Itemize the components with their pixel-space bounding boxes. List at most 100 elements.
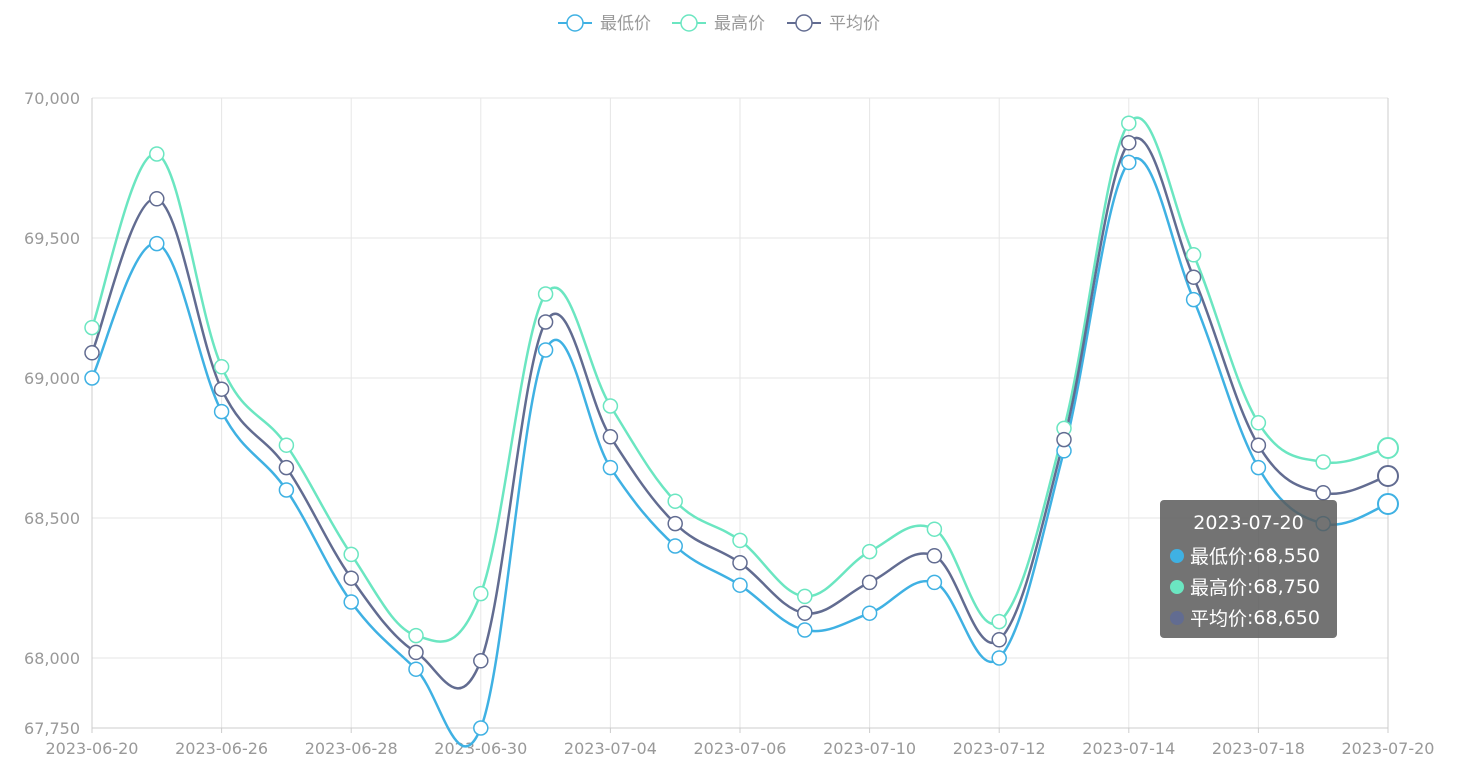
series-2-point bbox=[861, 574, 878, 591]
y-tick-label: 70,000 bbox=[24, 89, 80, 108]
x-tick-label: 2023-06-30 bbox=[434, 739, 527, 758]
tooltip-value-avg: 68,650 bbox=[1253, 606, 1320, 629]
tooltip-dot-low bbox=[1170, 548, 1184, 563]
y-tick-label: 69,500 bbox=[24, 229, 80, 248]
series-1-point bbox=[149, 146, 165, 162]
series-2-point bbox=[1056, 431, 1072, 448]
series-1-point bbox=[1250, 415, 1267, 431]
x-tick-label: 2023-06-20 bbox=[46, 739, 139, 758]
legend-label-1: 最高价 bbox=[714, 14, 765, 34]
tooltip-label-avg: 平均价 bbox=[1190, 608, 1248, 630]
y-tick-label: 69,000 bbox=[24, 369, 80, 388]
series-0-point bbox=[84, 370, 100, 386]
series-1-point bbox=[537, 286, 554, 302]
tooltip-value-high: 68,750 bbox=[1253, 575, 1320, 598]
y-tick-label: 67,750 bbox=[24, 719, 80, 738]
series-0-point bbox=[1185, 291, 1202, 308]
series-1-point bbox=[343, 546, 359, 563]
series-line-0 bbox=[90, 157, 1389, 748]
series-1-point bbox=[1121, 115, 1137, 131]
series-2-point bbox=[732, 555, 748, 571]
x-tick-label: 2023-06-28 bbox=[305, 739, 398, 758]
series-1-point bbox=[84, 319, 100, 336]
series-0-point bbox=[1121, 154, 1137, 171]
x-tick-label: 2023-07-06 bbox=[694, 739, 787, 758]
series-2-point bbox=[84, 345, 100, 361]
series-0-point bbox=[408, 661, 424, 677]
series-0-point bbox=[991, 650, 1007, 666]
legend-label-0: 最低价 bbox=[600, 14, 651, 34]
series-1-point bbox=[602, 398, 619, 414]
series-2-point bbox=[1121, 135, 1137, 151]
series-2-point bbox=[1185, 269, 1202, 285]
tooltip-row-avg: 平均价: 68,650 bbox=[1170, 602, 1327, 633]
series-1-point bbox=[732, 532, 748, 549]
x-tick-label: 2023-07-10 bbox=[823, 739, 916, 758]
series-0-point bbox=[602, 459, 619, 476]
legend-label-2: 平均价 bbox=[829, 14, 880, 34]
series-1-point bbox=[408, 627, 424, 644]
series-1-point bbox=[1185, 247, 1202, 263]
series-0-point bbox=[149, 235, 165, 252]
series-2-point bbox=[343, 570, 359, 586]
series-2-point bbox=[149, 191, 165, 207]
series-2-point bbox=[213, 381, 230, 397]
chart-tooltip: 2023-07-20 最低价: 68,550 最高价: 68,750 平均价: … bbox=[1160, 500, 1337, 638]
series-1-point bbox=[797, 588, 813, 605]
legend-marker-0 bbox=[566, 14, 584, 32]
tooltip-value-low: 68,550 bbox=[1253, 544, 1320, 567]
series-2-point bbox=[667, 515, 683, 532]
x-tick-label: 2023-06-26 bbox=[175, 739, 268, 758]
series-2-point bbox=[1250, 437, 1267, 453]
series-2-point bbox=[1315, 485, 1331, 501]
series-1-point bbox=[473, 585, 489, 602]
series-2-point bbox=[602, 429, 619, 445]
series-0-point bbox=[797, 622, 813, 638]
series-1-point bbox=[1315, 454, 1331, 470]
legend-marker-2 bbox=[795, 14, 813, 32]
series-2-point bbox=[797, 605, 813, 621]
series-1-point bbox=[278, 437, 295, 453]
series-0-point bbox=[1250, 459, 1267, 476]
series-0-point bbox=[732, 577, 748, 593]
legend-marker-1 bbox=[680, 14, 698, 32]
x-tick-label: 2023-07-04 bbox=[564, 739, 657, 758]
series-1-point bbox=[926, 521, 943, 537]
series-2-point bbox=[991, 632, 1007, 648]
x-tick-label: 2023-07-20 bbox=[1342, 739, 1435, 758]
series-0-point bbox=[278, 482, 295, 498]
x-tick-label: 2023-07-18 bbox=[1212, 739, 1305, 758]
series-1-point bbox=[213, 359, 230, 375]
series-0-point bbox=[343, 594, 359, 610]
series-line-2 bbox=[90, 136, 1389, 690]
x-tick-label: 2023-07-14 bbox=[1082, 739, 1175, 758]
tooltip-title: 2023-07-20 bbox=[1193, 512, 1304, 534]
series-1-point bbox=[991, 613, 1007, 630]
y-tick-label: 68,000 bbox=[24, 649, 80, 668]
tooltip-dot-avg bbox=[1170, 610, 1184, 625]
tooltip-dot-high bbox=[1170, 579, 1184, 594]
series-2-point bbox=[278, 459, 295, 476]
series-0-point bbox=[926, 574, 943, 591]
series-2-point bbox=[537, 314, 554, 330]
series-1-point bbox=[861, 543, 878, 560]
series-0-point bbox=[1377, 493, 1399, 515]
tooltip-label-high: 最高价 bbox=[1190, 577, 1248, 599]
series-1-point bbox=[667, 493, 683, 509]
series-0-point bbox=[861, 605, 878, 621]
y-tick-label: 68,500 bbox=[24, 509, 80, 528]
series-0-point bbox=[473, 720, 489, 736]
series-0-point bbox=[213, 403, 230, 420]
series-2-point bbox=[473, 653, 489, 669]
series-2-point bbox=[1377, 465, 1399, 487]
series-0-point bbox=[537, 342, 554, 358]
tooltip-label-low: 最低价 bbox=[1190, 546, 1248, 568]
series-0-point bbox=[667, 538, 683, 554]
tooltip-row-high: 最高价: 68,750 bbox=[1170, 571, 1327, 602]
series-2-point bbox=[408, 644, 424, 661]
x-tick-label: 2023-07-12 bbox=[953, 739, 1046, 758]
tooltip-row-low: 最低价: 68,550 bbox=[1170, 540, 1327, 571]
series-2-point bbox=[926, 548, 943, 564]
